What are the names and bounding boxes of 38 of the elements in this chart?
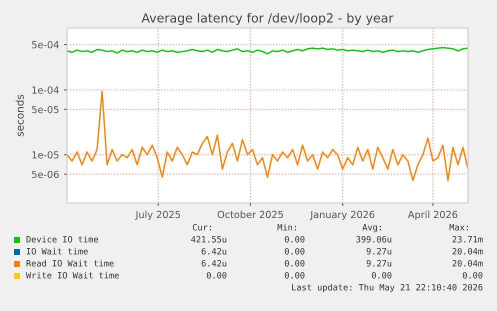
line-series — [67, 46, 468, 54]
text: 20.04m — [452, 260, 483, 267]
text: 6.42u — [202, 248, 226, 255]
text: Min: — [278, 224, 296, 230]
x-tick-label: July 2025 — [135, 210, 180, 220]
x-tick-label: October 2025 — [218, 210, 283, 218]
text: 399.06u — [356, 236, 392, 243]
text: Last update: Thu May 21 22:10:40 2026 — [292, 284, 482, 292]
legend-label: Read IO Wait time — [26, 260, 114, 267]
text: Cur: — [192, 224, 211, 231]
text: 0.00 — [206, 272, 226, 279]
y-tick-label: 5e-04 — [32, 41, 59, 48]
text: Max: — [450, 224, 468, 231]
text: 0.00 — [284, 260, 304, 267]
legend-label: IO Wait time — [26, 248, 88, 255]
text: 23.71m — [452, 236, 483, 243]
y-axis-title: seconds — [16, 94, 24, 136]
text: 9.27u — [366, 248, 392, 255]
text: 0.00 — [284, 236, 304, 243]
text: 0.00 — [284, 272, 304, 279]
text: 421.55u — [191, 236, 226, 243]
y-tick-label: 5e-06 — [32, 170, 59, 178]
line-series — [67, 90, 468, 182]
text: 0.00 — [372, 272, 392, 279]
text: 20.04m — [452, 248, 483, 255]
chart-title: Average latency for /dev/loop2 - by year — [142, 12, 394, 26]
y-tick-label: 1e-04 — [32, 86, 59, 94]
legend-label: Device IO time — [26, 236, 98, 243]
x-tick-label: January 2026 — [310, 210, 374, 220]
text: 0.00 — [284, 248, 304, 255]
legend-label: Write IO Wait time — [26, 272, 119, 279]
text: 0.00 — [462, 272, 482, 279]
x-tick-label: April 2026 — [408, 210, 458, 220]
y-tick-label: 5e-05 — [32, 106, 59, 114]
y-tick-label: 1e-05 — [32, 151, 59, 159]
text: 9.27u — [366, 260, 392, 267]
text: Avg: — [362, 224, 381, 232]
text: 6.42u — [202, 260, 226, 267]
